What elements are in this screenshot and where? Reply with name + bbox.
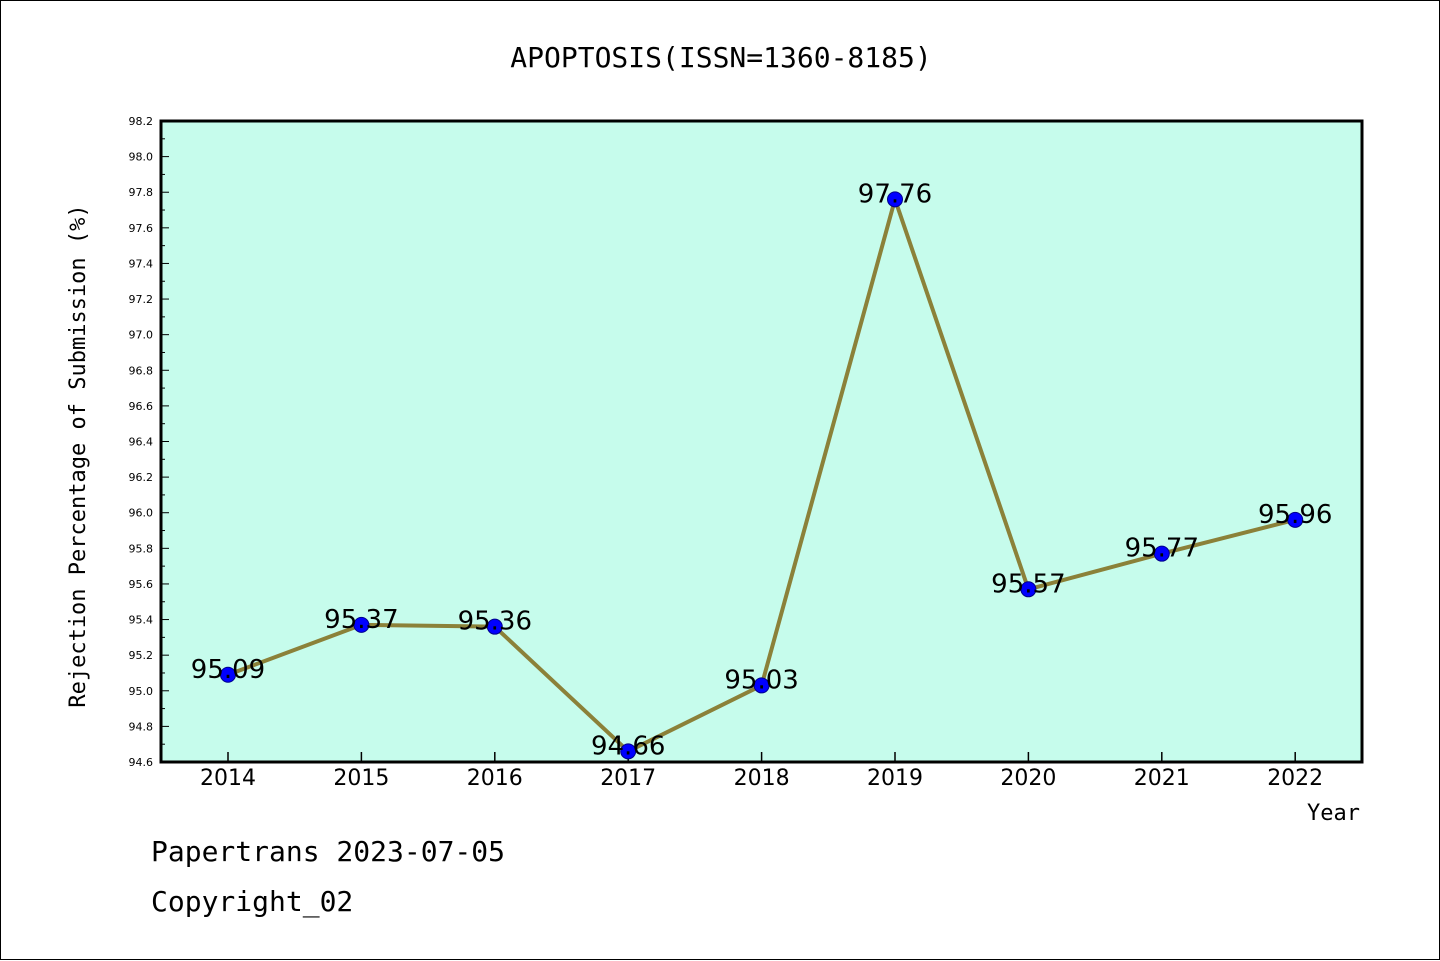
data-label: 95.36 bbox=[458, 607, 532, 637]
data-label: 95.77 bbox=[1125, 534, 1199, 564]
y-tick-label: 97.6 bbox=[129, 222, 154, 235]
x-tick-label: 2021 bbox=[1134, 766, 1190, 791]
footer-date-line: Papertrans 2023-07-05 bbox=[151, 835, 506, 868]
data-label: 95.57 bbox=[991, 569, 1065, 599]
data-point bbox=[620, 743, 637, 760]
data-point bbox=[1153, 545, 1170, 562]
data-point bbox=[887, 191, 903, 208]
y-tick-label: 96.2 bbox=[129, 471, 154, 484]
x-tick-label: 2018 bbox=[734, 766, 790, 791]
y-tick-label: 95.8 bbox=[129, 542, 154, 555]
y-tick-label: 96.8 bbox=[129, 364, 154, 377]
series-markers bbox=[220, 191, 1304, 760]
x-tick-label: 2016 bbox=[467, 766, 523, 791]
plot-area bbox=[159, 119, 1364, 764]
x-axis-label: Year bbox=[1307, 801, 1360, 826]
y-tick-label: 95.0 bbox=[129, 685, 154, 698]
y-axis: 94.6 94.8 95.0 95.2 95.4 95.6 95.8 96.0 96.2 96.4… bbox=[129, 115, 169, 769]
data-label: 97.76 bbox=[858, 179, 932, 209]
x-tick-label: 2019 bbox=[867, 766, 923, 791]
y-tick-label: 98.2 bbox=[129, 115, 154, 128]
data-label: 95.96 bbox=[1258, 500, 1332, 530]
data-point bbox=[353, 616, 370, 633]
x-tick-label: 2014 bbox=[200, 766, 256, 791]
y-tick-label: 97.4 bbox=[129, 257, 154, 270]
x-tick-label: 2020 bbox=[1000, 766, 1056, 791]
x-tick-label: 2022 bbox=[1267, 766, 1323, 791]
data-label: 95.37 bbox=[324, 605, 398, 635]
x-axis: 2014 2015 2016 2017 2018 2019 2020 2021 2022 bbox=[200, 752, 1323, 791]
data-labels: 95.09 95.37 95.36 94.66 95.03 97.76 95.57 95.77… bbox=[191, 179, 1333, 761]
y-tick-label: 95.6 bbox=[129, 578, 154, 591]
y-tick-label: 96.4 bbox=[129, 436, 154, 449]
data-point bbox=[220, 666, 236, 683]
y-tick-label: 96.0 bbox=[129, 507, 154, 520]
data-point bbox=[486, 618, 503, 635]
y-tick-label: 95.2 bbox=[129, 649, 154, 662]
data-label: 95.03 bbox=[724, 665, 798, 695]
y-axis-label: Rejection Percentage of Submission (%) bbox=[66, 204, 91, 707]
data-point bbox=[753, 677, 770, 694]
data-label: 94.66 bbox=[591, 731, 665, 761]
y-tick-label: 97.2 bbox=[129, 293, 154, 306]
data-point bbox=[1287, 511, 1304, 528]
y-tick-label: 96.6 bbox=[129, 400, 154, 413]
y-tick-label: 97.8 bbox=[129, 186, 154, 199]
y-tick-label: 98.0 bbox=[129, 151, 154, 164]
data-label: 95.09 bbox=[191, 655, 265, 685]
y-tick-label: 94.6 bbox=[129, 756, 154, 769]
x-tick-label: 2017 bbox=[600, 766, 656, 791]
y-tick-label: 94.8 bbox=[129, 720, 154, 733]
y-tick-label: 95.4 bbox=[129, 614, 154, 627]
x-tick-label: 2015 bbox=[333, 766, 389, 791]
data-point bbox=[1020, 581, 1037, 598]
y-tick-label: 97.0 bbox=[129, 329, 154, 342]
footer-copyright-line: Copyright_02 bbox=[151, 885, 354, 918]
chart-title: APOPTOSIS(ISSN=1360-8185) bbox=[510, 41, 931, 74]
